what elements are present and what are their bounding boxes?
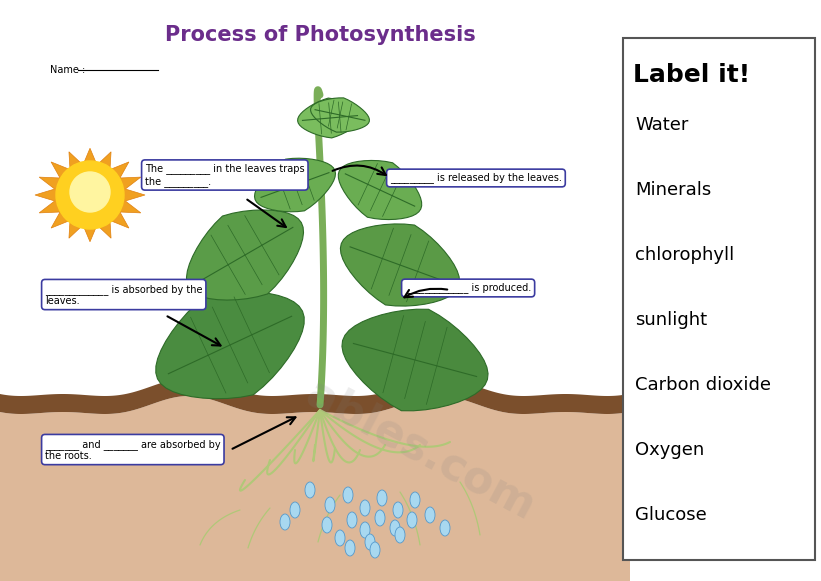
Circle shape [56, 161, 124, 229]
Polygon shape [255, 158, 336, 212]
Text: _______ and _______ are absorbed by
the roots.: _______ and _______ are absorbed by the … [45, 439, 221, 461]
Text: Oxygen: Oxygen [635, 441, 704, 459]
Text: _____________ is produced.: _____________ is produced. [405, 282, 531, 293]
Text: Label it!: Label it! [633, 63, 750, 87]
Polygon shape [342, 309, 488, 411]
Text: Minerals: Minerals [635, 181, 711, 199]
Ellipse shape [395, 527, 405, 543]
Text: _____________ is absorbed by the
leaves.: _____________ is absorbed by the leaves. [45, 284, 203, 306]
Circle shape [70, 172, 110, 212]
Ellipse shape [370, 542, 380, 558]
Ellipse shape [280, 514, 290, 530]
Ellipse shape [360, 500, 370, 516]
Bar [623, 38, 815, 560]
Ellipse shape [325, 497, 335, 513]
Ellipse shape [345, 540, 355, 556]
Text: Name :: Name : [50, 65, 85, 75]
Ellipse shape [425, 507, 435, 523]
Polygon shape [0, 378, 630, 414]
Ellipse shape [322, 517, 332, 533]
Polygon shape [310, 98, 369, 132]
Ellipse shape [305, 482, 315, 498]
Polygon shape [338, 160, 422, 220]
Ellipse shape [407, 512, 417, 528]
Text: Process of Photosynthesis: Process of Photosynthesis [165, 25, 475, 45]
Text: _________ is released by the leaves.: _________ is released by the leaves. [390, 173, 562, 184]
Polygon shape [186, 210, 304, 300]
Polygon shape [341, 224, 460, 306]
Polygon shape [0, 396, 630, 581]
Text: chlorophyll: chlorophyll [635, 246, 734, 264]
Ellipse shape [375, 510, 385, 526]
Ellipse shape [365, 534, 375, 550]
Ellipse shape [410, 492, 420, 508]
Ellipse shape [347, 512, 357, 528]
Ellipse shape [440, 520, 450, 536]
Polygon shape [298, 98, 362, 138]
Text: Glucose: Glucose [635, 506, 707, 524]
Polygon shape [35, 148, 145, 242]
Text: The _________ in the leaves traps
the _________.: The _________ in the leaves traps the __… [145, 163, 305, 187]
Ellipse shape [335, 530, 345, 546]
Text: ables.com: ables.com [298, 371, 542, 529]
Ellipse shape [377, 490, 387, 506]
Polygon shape [156, 291, 304, 399]
Ellipse shape [390, 520, 400, 536]
Ellipse shape [343, 487, 353, 503]
Text: Carbon dioxide: Carbon dioxide [635, 376, 771, 394]
Ellipse shape [290, 502, 300, 518]
Text: sunlight: sunlight [635, 311, 707, 329]
Text: Water: Water [635, 116, 688, 134]
Ellipse shape [393, 502, 403, 518]
Ellipse shape [360, 522, 370, 538]
